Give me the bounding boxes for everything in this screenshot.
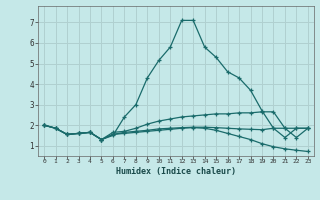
X-axis label: Humidex (Indice chaleur): Humidex (Indice chaleur) (116, 167, 236, 176)
